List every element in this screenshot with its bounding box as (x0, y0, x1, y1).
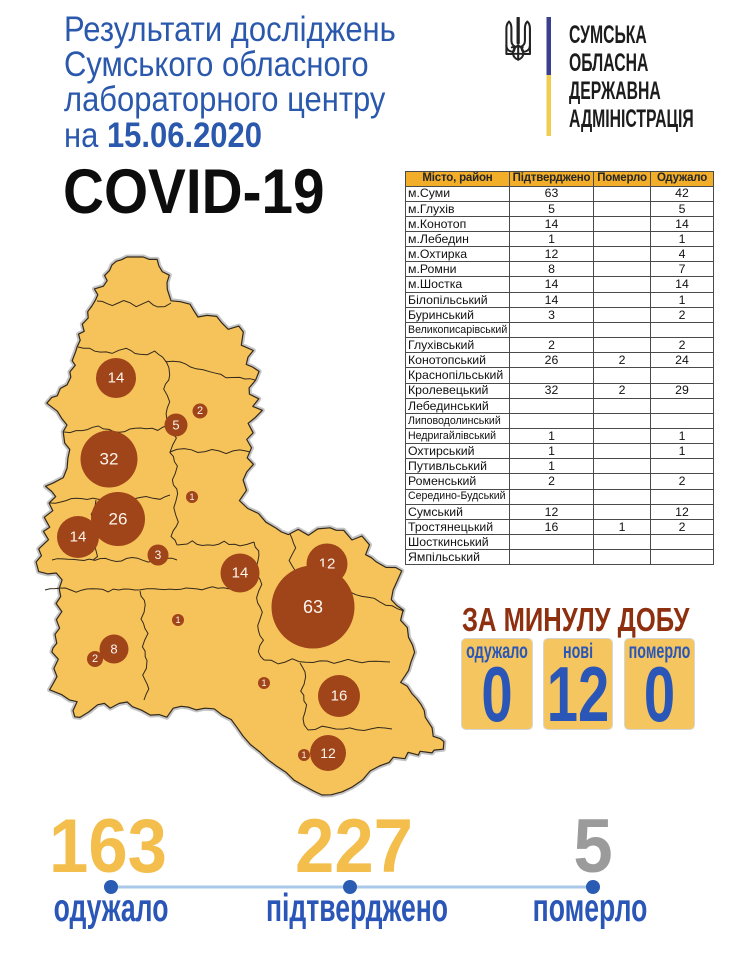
svg-text:12: 12 (320, 745, 336, 761)
svg-text:26: 26 (109, 510, 128, 529)
svg-text:63: 63 (303, 597, 323, 617)
svg-text:14: 14 (70, 529, 87, 546)
svg-text:32: 32 (100, 450, 119, 469)
svg-text:16: 16 (331, 688, 348, 705)
svg-text:14: 14 (232, 565, 249, 582)
svg-text:5: 5 (172, 418, 179, 433)
svg-text:3: 3 (155, 548, 162, 562)
svg-text:8: 8 (110, 642, 117, 657)
svg-text:14: 14 (108, 370, 125, 387)
svg-text:2: 2 (197, 405, 203, 417)
svg-text:2: 2 (92, 653, 98, 665)
svg-text:1: 1 (189, 492, 194, 502)
svg-text:1: 1 (261, 678, 266, 688)
svg-text:1: 1 (301, 750, 306, 760)
svg-text:1: 1 (175, 615, 180, 625)
